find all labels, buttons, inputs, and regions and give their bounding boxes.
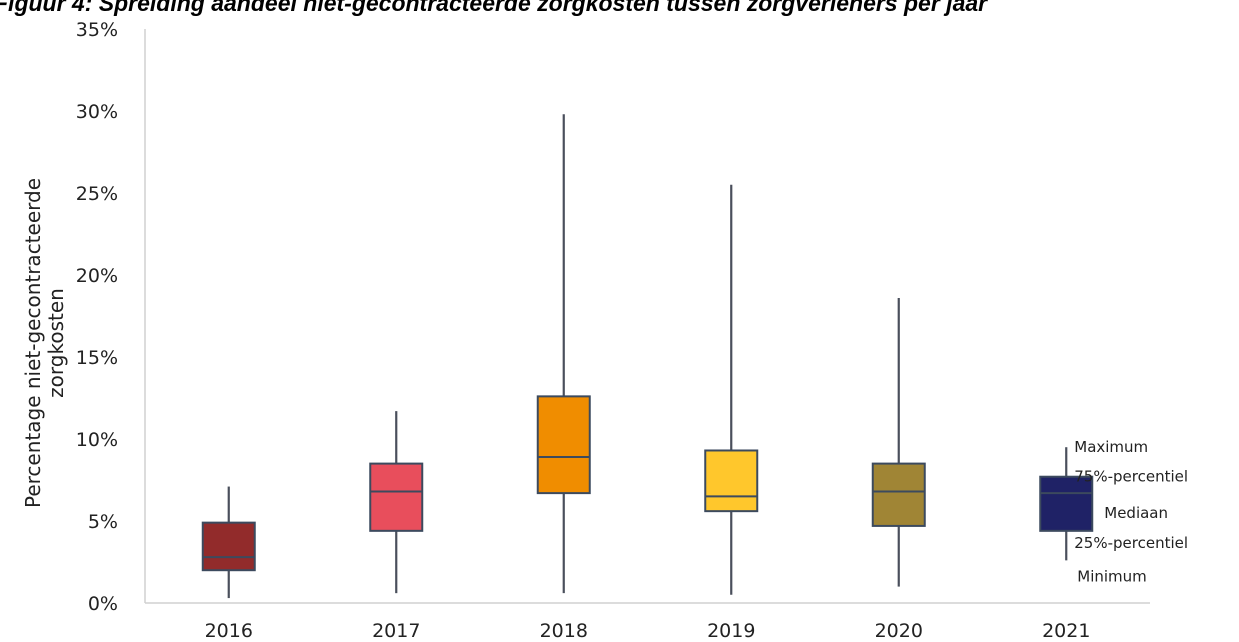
box-2017 [369,411,424,594]
box-legend: Maximum 75%-percentiel Mediaan 25%-percenti… [1074,438,1188,585]
y-axis-label: Percentage niet-gecontracteerde zorgkost… [21,178,68,508]
box-2019 [704,184,759,595]
legend-75-percentile: 75%-percentiel [1074,468,1188,486]
x-tick-label: 2020 [875,620,923,642]
box-2020 [871,297,926,587]
chart-title: Figuur 4: Spreiding aandeel niet-gecontr… [0,0,988,16]
y-tick-label: 20% [76,265,118,287]
box-iqr [704,449,759,513]
box-2021 [1039,447,1094,561]
box-iqr [536,395,591,495]
y-tick-label: 15% [76,347,118,369]
y-tick-label: 35% [76,19,118,41]
box-iqr [201,521,256,572]
x-tick-label: 2017 [372,620,420,642]
y-tick-label: 0% [88,593,118,615]
y-tick-label: 25% [76,183,118,205]
y-tick-label: 10% [76,429,118,451]
y-tick-label: 30% [76,101,118,123]
legend-minimum: Minimum [1077,567,1147,585]
x-axis-ticks: 2016 2017 2018 2019 2020 2021 [205,620,1091,642]
box-iqr [1039,475,1094,532]
legend-median: Mediaan [1104,504,1168,522]
x-tick-label: 2018 [540,620,588,642]
x-tick-label: 2016 [205,620,253,642]
legend-maximum: Maximum [1074,438,1148,456]
y-tick-label: 5% [88,511,118,533]
box-2018 [536,114,591,594]
y-axis-label-line-2: zorgkosten [44,288,68,398]
y-axis-ticks: 0% 5% 10% 15% 20% 25% 30% 35% [76,19,118,615]
x-tick-label: 2021 [1042,620,1090,642]
x-tick-label: 2019 [707,620,755,642]
box-2016 [201,486,256,599]
box-iqr [369,462,424,532]
y-axis-label-line-1: Percentage niet-gecontracteerde [21,178,45,508]
box-iqr [871,462,926,527]
legend-25-percentile: 25%-percentiel [1074,534,1188,552]
box-series [201,114,1094,599]
